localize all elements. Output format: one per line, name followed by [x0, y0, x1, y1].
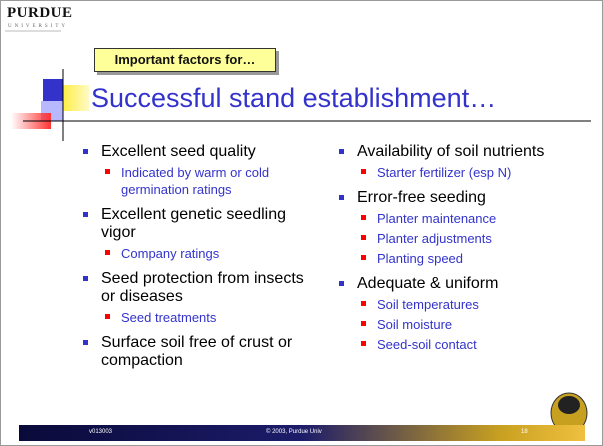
bullet: Adequate & uniform [335, 275, 560, 293]
bullet: Excellent seed quality [79, 143, 304, 161]
sub-bullet: Seed treatments [79, 309, 304, 326]
bullet: Excellent genetic seedling vigor [79, 206, 304, 242]
sub-bullet: Seed-soil contact [335, 336, 560, 353]
sub-bullet: Planting speed [335, 250, 560, 267]
bullet: Error-free seeding [335, 189, 560, 207]
sub-bullet: Soil temperatures [335, 296, 560, 313]
bullet: Seed protection from insects or diseases [79, 270, 304, 306]
column: Availability of soil nutrients Starter fe… [335, 143, 560, 361]
section-label: Important factors for… [94, 48, 276, 72]
footer-page: 18 [521, 429, 528, 435]
sub-bullet: Soil moisture [335, 316, 560, 333]
sub-bullet: Indicated by warm or cold germination ra… [79, 164, 304, 198]
column: Excellent seed quality Indicated by warm … [79, 143, 304, 378]
sub-bullet: Planter adjustments [335, 230, 560, 247]
footer-copyright: © 2003, Purdue Univ [266, 429, 322, 435]
sub-bullet: Planter maintenance [335, 210, 560, 227]
sub-bullet: Company ratings [79, 245, 304, 262]
bullet: Surface soil free of crust or compaction [79, 334, 304, 370]
footer-code: v013003 [89, 429, 112, 435]
slide: PURDUE UNIVERSITY Important factors for…… [0, 0, 603, 446]
slide-title: Successful stand establishment… [91, 83, 496, 114]
sub-bullet: Starter fertilizer (esp N) [335, 164, 560, 181]
bullet: Availability of soil nutrients [335, 143, 560, 161]
